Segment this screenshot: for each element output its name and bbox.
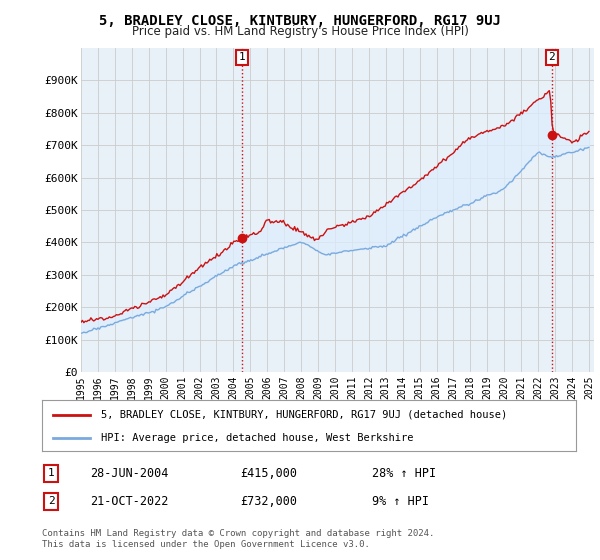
- Text: 5, BRADLEY CLOSE, KINTBURY, HUNGERFORD, RG17 9UJ (detached house): 5, BRADLEY CLOSE, KINTBURY, HUNGERFORD, …: [101, 409, 507, 419]
- Text: Price paid vs. HM Land Registry's House Price Index (HPI): Price paid vs. HM Land Registry's House …: [131, 25, 469, 38]
- Text: 2: 2: [47, 496, 55, 506]
- Text: 9% ↑ HPI: 9% ↑ HPI: [372, 494, 429, 508]
- Text: 28-JUN-2004: 28-JUN-2004: [90, 466, 169, 480]
- Text: 28% ↑ HPI: 28% ↑ HPI: [372, 466, 436, 480]
- Text: £415,000: £415,000: [240, 466, 297, 480]
- Text: 1: 1: [238, 52, 245, 62]
- Text: £732,000: £732,000: [240, 494, 297, 508]
- Text: 1: 1: [47, 468, 55, 478]
- Text: 21-OCT-2022: 21-OCT-2022: [90, 494, 169, 508]
- Text: 2: 2: [548, 52, 555, 62]
- Text: 5, BRADLEY CLOSE, KINTBURY, HUNGERFORD, RG17 9UJ: 5, BRADLEY CLOSE, KINTBURY, HUNGERFORD, …: [99, 14, 501, 28]
- Text: HPI: Average price, detached house, West Berkshire: HPI: Average price, detached house, West…: [101, 433, 413, 443]
- Text: Contains HM Land Registry data © Crown copyright and database right 2024.
This d: Contains HM Land Registry data © Crown c…: [42, 529, 434, 549]
